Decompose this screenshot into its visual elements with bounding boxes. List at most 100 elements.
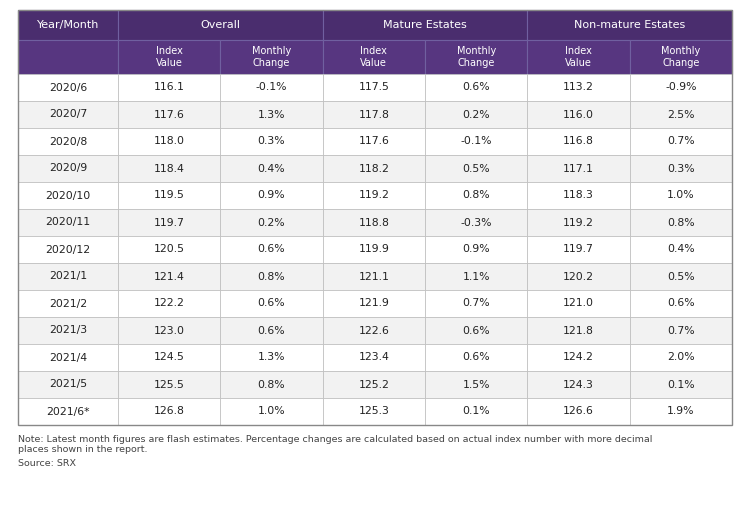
Bar: [322, 155, 425, 182]
Text: 119.2: 119.2: [358, 190, 389, 201]
Text: Index
Value: Index Value: [361, 46, 387, 68]
Bar: [220, 101, 322, 128]
Text: 0.8%: 0.8%: [258, 380, 285, 389]
Bar: [425, 128, 527, 155]
Bar: [630, 263, 732, 290]
Text: 118.8: 118.8: [358, 218, 389, 227]
Text: 124.5: 124.5: [154, 352, 184, 363]
Text: 0.6%: 0.6%: [258, 326, 285, 336]
Bar: [630, 344, 732, 371]
Bar: [322, 290, 425, 317]
Bar: [220, 398, 322, 425]
Bar: [527, 40, 630, 74]
Bar: [527, 10, 732, 40]
Bar: [18, 344, 118, 371]
Bar: [220, 209, 322, 236]
Text: 121.1: 121.1: [358, 271, 389, 282]
Bar: [322, 263, 425, 290]
Text: 2020/11: 2020/11: [46, 218, 91, 227]
Bar: [527, 263, 630, 290]
Text: 120.2: 120.2: [563, 271, 594, 282]
Bar: [220, 263, 322, 290]
Bar: [220, 128, 322, 155]
Text: 1.0%: 1.0%: [258, 406, 285, 417]
Bar: [18, 74, 118, 101]
Text: 117.6: 117.6: [358, 136, 389, 147]
Bar: [322, 398, 425, 425]
Text: 121.9: 121.9: [358, 299, 389, 308]
Bar: [425, 74, 527, 101]
Bar: [18, 182, 118, 209]
Bar: [527, 182, 630, 209]
Text: 118.4: 118.4: [154, 164, 184, 173]
Text: 125.2: 125.2: [358, 380, 389, 389]
Text: 121.0: 121.0: [563, 299, 594, 308]
Bar: [322, 74, 425, 101]
Text: 122.2: 122.2: [154, 299, 184, 308]
Text: 0.4%: 0.4%: [258, 164, 285, 173]
Bar: [118, 74, 220, 101]
Text: 126.8: 126.8: [154, 406, 184, 417]
Bar: [18, 236, 118, 263]
Text: 119.7: 119.7: [154, 218, 184, 227]
Text: 0.7%: 0.7%: [667, 136, 694, 147]
Bar: [322, 344, 425, 371]
Bar: [630, 371, 732, 398]
Bar: [527, 317, 630, 344]
Bar: [322, 317, 425, 344]
Text: 0.7%: 0.7%: [462, 299, 490, 308]
Bar: [322, 101, 425, 128]
Text: 0.1%: 0.1%: [667, 380, 694, 389]
Text: 0.6%: 0.6%: [462, 83, 490, 92]
Bar: [220, 236, 322, 263]
Bar: [322, 209, 425, 236]
Text: 117.6: 117.6: [154, 109, 184, 120]
Bar: [220, 317, 322, 344]
Text: 2020/7: 2020/7: [49, 109, 87, 120]
Text: 0.6%: 0.6%: [462, 352, 490, 363]
Bar: [118, 155, 220, 182]
Text: Monthly
Change: Monthly Change: [252, 46, 291, 68]
Text: 0.8%: 0.8%: [667, 218, 694, 227]
Bar: [630, 182, 732, 209]
Text: 2021/3: 2021/3: [49, 326, 87, 336]
Bar: [118, 10, 322, 40]
Bar: [425, 317, 527, 344]
Bar: [425, 236, 527, 263]
Bar: [18, 398, 118, 425]
Text: 2020/9: 2020/9: [49, 164, 87, 173]
Bar: [527, 209, 630, 236]
Bar: [18, 263, 118, 290]
Text: Index
Value: Index Value: [156, 46, 182, 68]
Bar: [425, 290, 527, 317]
Text: 0.4%: 0.4%: [667, 245, 694, 254]
Text: 125.3: 125.3: [358, 406, 389, 417]
Bar: [118, 290, 220, 317]
Text: 0.5%: 0.5%: [667, 271, 694, 282]
Bar: [630, 236, 732, 263]
Bar: [630, 317, 732, 344]
Text: 1.3%: 1.3%: [258, 352, 285, 363]
Text: 119.7: 119.7: [563, 245, 594, 254]
Text: 124.3: 124.3: [563, 380, 594, 389]
Bar: [630, 398, 732, 425]
Text: 118.3: 118.3: [563, 190, 594, 201]
Text: 1.1%: 1.1%: [463, 271, 490, 282]
Bar: [527, 236, 630, 263]
Bar: [630, 209, 732, 236]
Bar: [527, 155, 630, 182]
Text: 116.0: 116.0: [563, 109, 594, 120]
Bar: [630, 128, 732, 155]
Text: Note: Latest month figures are flash estimates. Percentage changes are calculate: Note: Latest month figures are flash est…: [18, 435, 652, 455]
Text: 117.5: 117.5: [358, 83, 389, 92]
Bar: [118, 101, 220, 128]
Bar: [118, 128, 220, 155]
Text: 2.5%: 2.5%: [667, 109, 694, 120]
Bar: [118, 182, 220, 209]
Bar: [527, 290, 630, 317]
Text: -0.1%: -0.1%: [460, 136, 492, 147]
Text: 2.0%: 2.0%: [667, 352, 694, 363]
Bar: [118, 344, 220, 371]
Text: 0.1%: 0.1%: [462, 406, 490, 417]
Text: 2020/6: 2020/6: [49, 83, 87, 92]
